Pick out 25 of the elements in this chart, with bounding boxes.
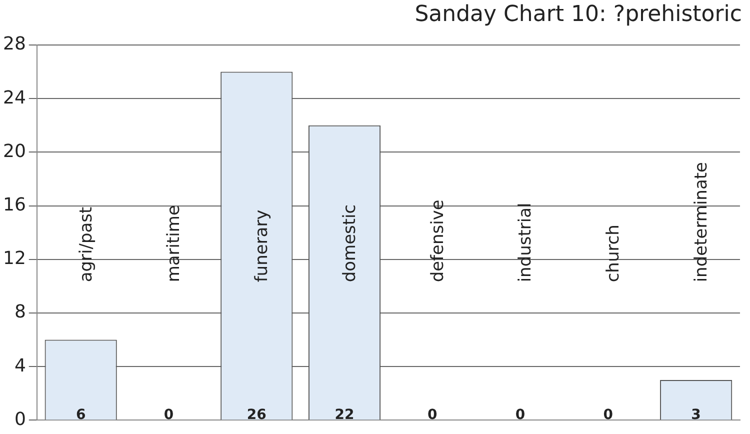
x-tick-label: industrial: [516, 202, 536, 282]
data-label: 0: [603, 406, 614, 423]
x-tick-label: church: [604, 224, 624, 282]
y-tick-label: 28: [3, 34, 26, 55]
data-label: 22: [334, 406, 354, 423]
data-label: 3: [691, 406, 701, 423]
y-tick-label: 20: [3, 140, 26, 162]
y-tick-label: 12: [3, 248, 26, 270]
x-tick-label: indeterminate: [691, 162, 712, 282]
x-tick-label: domestic: [340, 204, 360, 282]
data-label: 0: [515, 406, 526, 423]
x-tick-label: defensive: [428, 200, 448, 282]
y-tick-label: 16: [3, 194, 26, 216]
data-label: 6: [76, 406, 86, 423]
data-label: 26: [246, 406, 266, 423]
x-tick-label: funerary: [252, 210, 272, 282]
chart-title: Sanday Chart 10: ?prehistoric: [414, 2, 742, 27]
x-tick-label: maritime: [164, 205, 184, 282]
y-tick-label: 8: [14, 302, 26, 323]
y-tick-label: 0: [14, 408, 26, 430]
x-tick-label: agri/past: [76, 206, 96, 282]
y-tick-label: 4: [14, 355, 26, 376]
data-label: 0: [428, 406, 438, 423]
y-tick-label: 24: [3, 87, 26, 108]
data-label: 0: [164, 406, 174, 423]
